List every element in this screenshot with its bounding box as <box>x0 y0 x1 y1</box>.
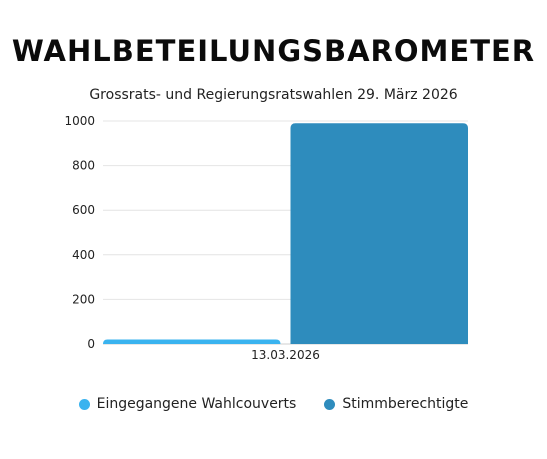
x-axis-ticks: 13.03.2026 <box>251 348 320 362</box>
legend-item-eingegangene-wahlcouverts[interactable]: Eingegangene Wahlcouverts <box>78 396 297 412</box>
y-tick-label: 800 <box>72 159 95 173</box>
legend-label: Eingegangene Wahlcouverts <box>96 396 297 412</box>
y-tick-label: 1000 <box>64 114 95 128</box>
bar-stimmberechtigte[interactable] <box>290 123 469 344</box>
y-tick-label: 600 <box>72 203 95 217</box>
legend-marker <box>324 398 336 410</box>
bars <box>103 123 468 344</box>
y-tick-label: 400 <box>72 248 95 262</box>
chart-title: WAHLBETEILUNGSBAROMETER <box>11 34 536 68</box>
legend: Eingegangene Wahlcouverts Stimmberechtig… <box>0 396 547 412</box>
legend-marker <box>78 398 90 410</box>
y-tick-label: 200 <box>72 292 95 306</box>
chart-subtitle: Grossrats- und Regierungsratswahlen 29. … <box>89 87 458 103</box>
x-tick-label: 13.03.2026 <box>251 348 320 362</box>
y-tick-label: 0 <box>87 337 95 351</box>
legend-label: Stimmberechtigte <box>342 396 469 412</box>
y-axis-ticks: 0 200 400 600 800 1000 <box>64 114 95 351</box>
legend-item-stimmberechtigte[interactable]: Stimmberechtigte <box>324 396 468 412</box>
bar-eingegangene-wahlcouverts[interactable] <box>103 339 281 344</box>
